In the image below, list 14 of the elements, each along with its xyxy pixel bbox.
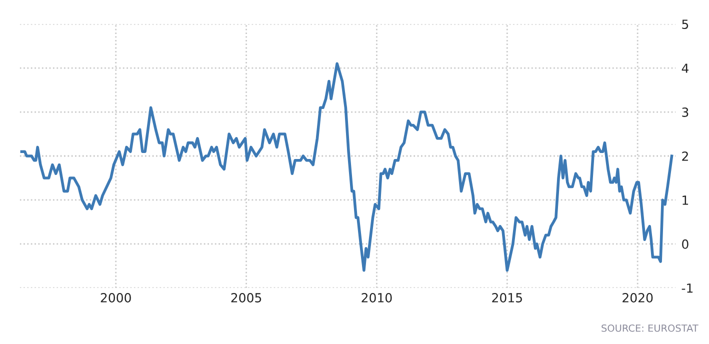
y-tick-label: 5 xyxy=(682,20,688,30)
y-tick-label: -1 xyxy=(682,284,693,293)
x-tick-label: 2010 xyxy=(362,293,392,302)
x-tick-label: 2000 xyxy=(100,293,131,302)
y-tick-label: 1 xyxy=(682,196,688,205)
line-series xyxy=(20,62,674,272)
y-tick-label: 2 xyxy=(682,151,688,161)
y-tick-label: 4 xyxy=(682,64,688,73)
source-note: SOURCE: EUROSTAT xyxy=(602,324,698,332)
x-tick-label: 2020 xyxy=(622,293,653,302)
x-tick-label: 2015 xyxy=(492,293,522,302)
y-tick-label: 0 xyxy=(682,239,688,249)
x-tick-label: 2005 xyxy=(231,293,262,302)
y-tick-label: 3 xyxy=(682,108,688,117)
